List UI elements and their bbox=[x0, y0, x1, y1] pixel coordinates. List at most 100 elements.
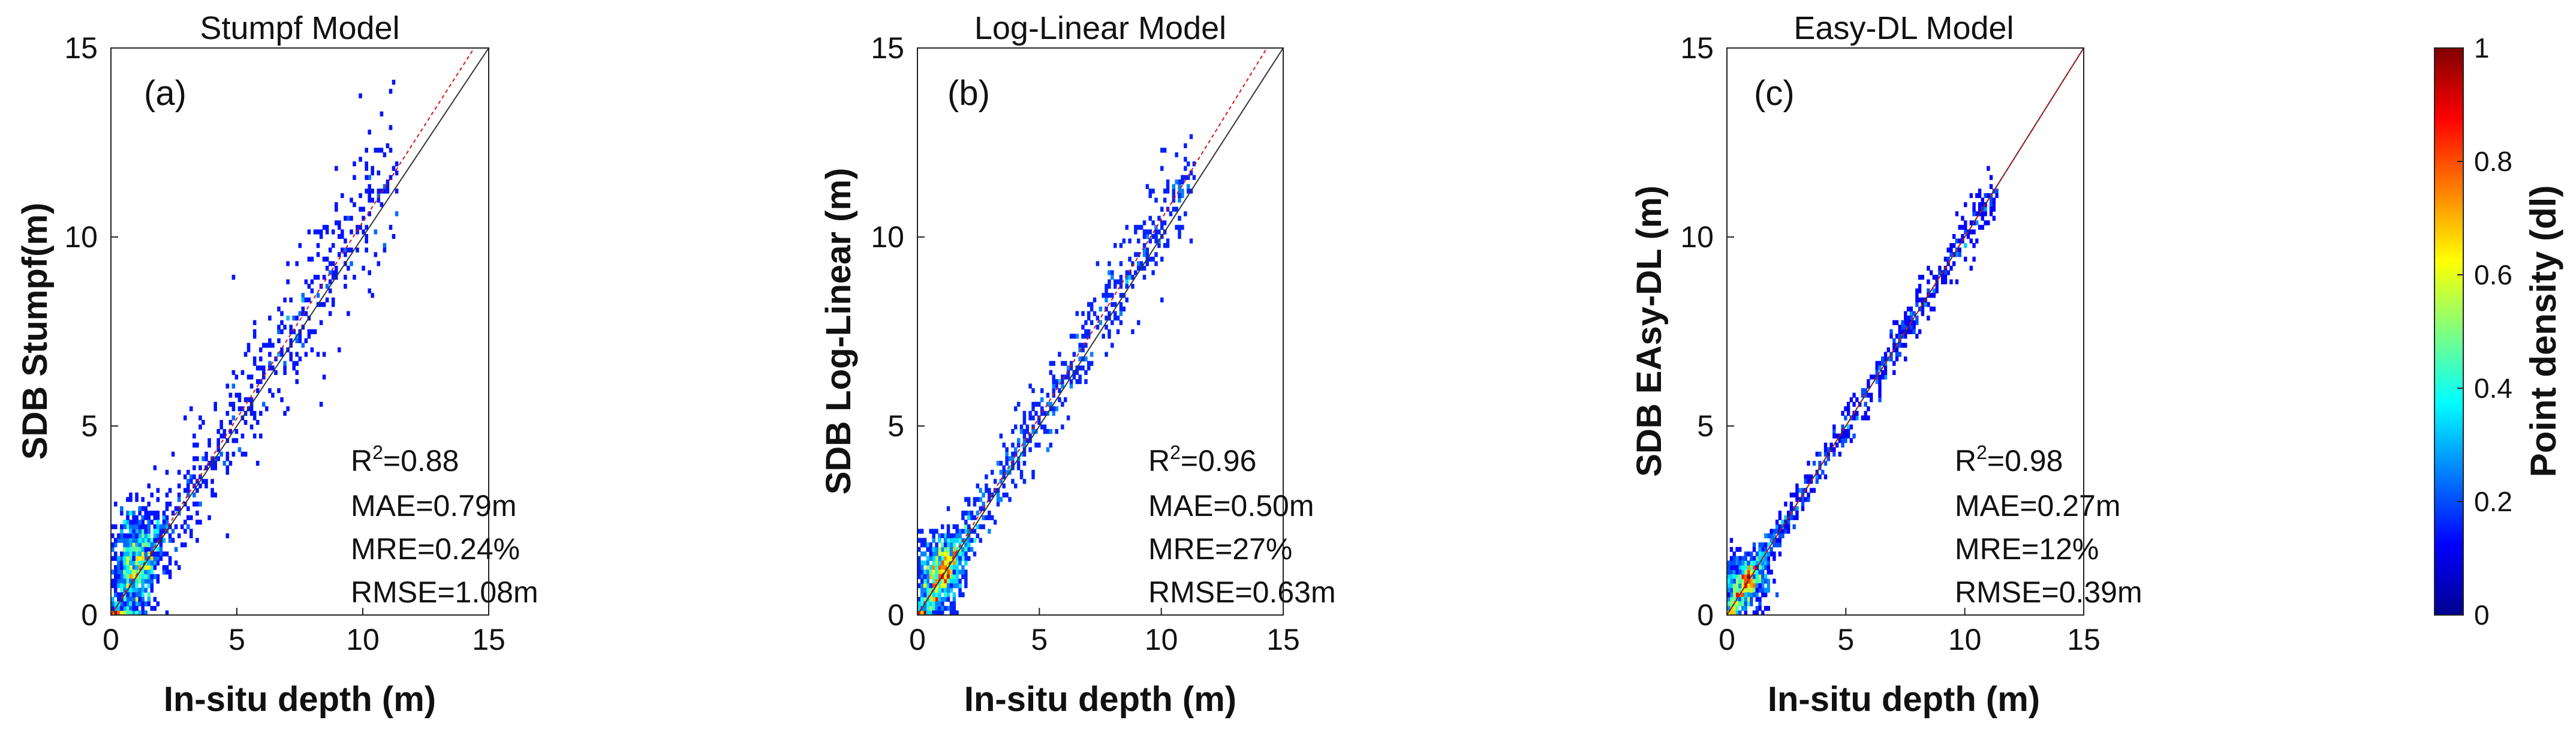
panel-a-density-cell bbox=[138, 587, 142, 593]
panel-b-density-cell bbox=[1016, 465, 1021, 470]
panel-c-density-cell bbox=[1744, 556, 1747, 561]
panel-a-density-cell bbox=[120, 533, 124, 539]
panel-c-density-cell bbox=[1861, 388, 1865, 394]
panel-b-density-cell bbox=[926, 592, 930, 598]
panel-b-density-cell bbox=[1011, 479, 1015, 484]
panel-a-density-cell bbox=[138, 547, 142, 552]
panel-a-density-cell bbox=[165, 520, 169, 525]
panel-a-density-cell bbox=[147, 547, 151, 552]
panel-b-density-cell bbox=[1111, 293, 1114, 298]
panel-b-density-cell bbox=[970, 515, 974, 520]
panel-c-density-cell bbox=[1898, 352, 1901, 357]
panel-c-density-cell bbox=[1835, 442, 1839, 448]
panel-a-density-cell bbox=[292, 361, 296, 366]
panel-a-density-cell bbox=[120, 560, 124, 566]
panel-b-density-cell bbox=[946, 569, 950, 575]
panel-c-density-cell bbox=[1764, 574, 1768, 580]
panel-a-density-cell bbox=[295, 379, 299, 385]
panel-b-density-cell bbox=[1022, 461, 1027, 466]
panel-c-density-cell bbox=[1752, 556, 1756, 561]
panel-b-density-cell bbox=[1116, 316, 1120, 321]
panel-b-density-cell bbox=[1031, 406, 1035, 412]
panel-a-density-cell bbox=[243, 451, 248, 457]
panel-b-density-cell bbox=[935, 605, 938, 611]
panel-b-density-cell bbox=[985, 515, 988, 520]
panel-b-density-cell bbox=[920, 583, 924, 589]
panel-b-density-cell bbox=[955, 574, 959, 580]
panel-c-density-cell bbox=[1735, 601, 1739, 607]
panel-b-density-cell bbox=[917, 529, 921, 534]
panel-b-density-cell bbox=[1137, 224, 1140, 230]
panel-b-density-cell bbox=[961, 592, 965, 598]
panel-b-density-cell bbox=[1031, 429, 1035, 434]
panel-a-density-cell bbox=[162, 551, 166, 557]
panel-b-density-cell bbox=[1119, 311, 1123, 316]
panel-c-density-cell bbox=[1738, 556, 1742, 561]
panel-a-density-cell bbox=[111, 596, 115, 602]
panel-b-density-cell bbox=[1139, 261, 1143, 266]
panel-b-density-cell bbox=[932, 529, 935, 534]
panel-a-density-cell bbox=[289, 356, 293, 362]
panel-b-density-cell bbox=[991, 492, 994, 498]
panel-a-density-cell bbox=[271, 343, 275, 348]
panel-c-density-cell bbox=[1732, 596, 1736, 602]
panel-c-density-cell bbox=[1878, 361, 1882, 366]
panel-c-density-cell bbox=[1861, 392, 1865, 398]
panel-a-density-cell bbox=[138, 529, 142, 534]
panel-b-density-cell bbox=[1011, 451, 1015, 457]
panel-a-density-cell bbox=[129, 547, 133, 552]
panel-c-density-cell bbox=[1755, 560, 1759, 566]
panel-a-density-cell bbox=[132, 583, 136, 589]
panel-b-density-cell bbox=[1105, 352, 1108, 357]
panel-b-density-cell bbox=[979, 524, 982, 529]
panel-a-density-cell bbox=[153, 465, 157, 470]
panel-b-density-cell bbox=[955, 610, 959, 616]
panel-a-density-cell bbox=[322, 302, 326, 307]
panel-c-density-cell bbox=[1878, 388, 1882, 394]
panel-a-density-cell bbox=[189, 406, 193, 412]
panel-b-density-cell bbox=[938, 565, 941, 570]
panel-a-density-cell bbox=[147, 592, 151, 598]
panel-a-density-cell bbox=[219, 424, 223, 430]
panel-b-density-cell bbox=[926, 583, 930, 589]
panel-b-density-cell bbox=[941, 556, 944, 561]
panel-c-density-cell bbox=[1792, 492, 1796, 498]
panel-b-density-cell bbox=[1040, 397, 1044, 403]
panel-a-density-cell bbox=[392, 234, 396, 239]
panel-c-density-cell bbox=[1846, 401, 1850, 407]
panel-b-density-cell bbox=[923, 574, 927, 580]
panel-b-density-cell bbox=[926, 578, 930, 584]
panel-b-density-cell bbox=[979, 488, 982, 493]
panel-a-density-cell bbox=[347, 247, 350, 253]
panel-c-density-cell bbox=[1949, 265, 1953, 271]
panel-c-xtick-label: 15 bbox=[2067, 623, 2100, 656]
colorbar-gradient bbox=[2434, 47, 2464, 616]
panel-b-density-cell bbox=[932, 578, 935, 584]
panel-b-density-cell bbox=[1072, 334, 1076, 339]
panel-a-density-cell bbox=[344, 247, 347, 253]
panel-c-density-cell bbox=[1775, 538, 1779, 543]
panel-a-density-cell bbox=[328, 288, 332, 293]
panel-b-density-cell bbox=[1172, 184, 1176, 189]
panel-a-density-cell bbox=[129, 601, 133, 607]
panel-a-density-cell bbox=[359, 224, 362, 230]
panel-c-density-cell bbox=[1989, 175, 1993, 180]
panel-c-mre: MRE=12% bbox=[1955, 532, 2099, 566]
panel-b-density-cell bbox=[961, 529, 965, 534]
panel-b-density-cell bbox=[1061, 383, 1064, 389]
panel-c-density-cell bbox=[1987, 220, 1990, 226]
panel-b-density-cell bbox=[958, 551, 962, 557]
panel-a-density-cell bbox=[277, 388, 281, 394]
panel-a-density-cell bbox=[338, 252, 341, 257]
panel-c-density-cell bbox=[1727, 587, 1731, 593]
panel-b-density-cell bbox=[938, 583, 941, 589]
panel-c-density-cell bbox=[1735, 565, 1739, 570]
panel-c-density-cell bbox=[1801, 497, 1805, 502]
panel-c-density-cell bbox=[1770, 529, 1773, 534]
panel-c-density-cell bbox=[1978, 193, 1982, 199]
panel-a-density-cell bbox=[114, 583, 118, 589]
panel-a-r2: R2=0.88 bbox=[351, 442, 459, 478]
panel-b-density-cell bbox=[1184, 166, 1187, 171]
panel-b-density-cell bbox=[917, 583, 921, 589]
